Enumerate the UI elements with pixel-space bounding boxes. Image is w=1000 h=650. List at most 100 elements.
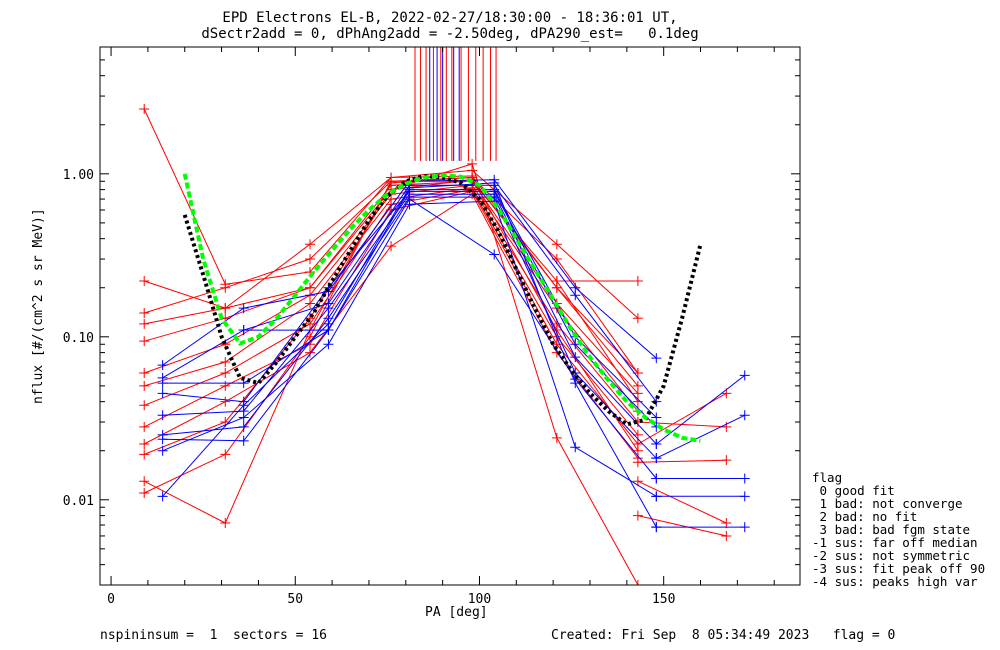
data-point: [238, 325, 249, 336]
legend-item: 1 bad: not converge: [812, 496, 963, 511]
data-point: [139, 103, 150, 114]
data-point: [651, 491, 662, 502]
data-point: [157, 434, 168, 445]
fit-curve-black: [182, 173, 703, 427]
data-point: [739, 410, 750, 421]
legend-item: -3 sus: fit peak off 90: [812, 561, 986, 576]
series-line-blue: [162, 196, 657, 459]
data-point: [157, 491, 168, 502]
data-point: [139, 367, 150, 378]
series-line-blue: [162, 190, 657, 428]
data-point: [632, 275, 643, 286]
data-point: [305, 239, 315, 250]
series-line-red: [637, 459, 727, 463]
vertical-marker-lines: [414, 47, 497, 161]
chart-title-line2: dSectr2add = 0, dPhAng2add = -2.50deg, d…: [201, 26, 699, 42]
data-point: [651, 353, 662, 364]
data-point: [139, 438, 150, 449]
data-point: [632, 580, 643, 585]
data-point: [238, 435, 249, 446]
data-point: [570, 378, 581, 389]
series-line-red: [144, 163, 639, 585]
data-point: [651, 522, 662, 533]
data-point: [220, 380, 231, 391]
data-point: [220, 449, 231, 460]
series-line-red: [637, 392, 727, 445]
data-point: [238, 412, 249, 423]
data-point: [721, 421, 732, 432]
x-tick-label: 50: [287, 592, 303, 607]
data-point: [739, 370, 750, 381]
data-point: [139, 275, 150, 286]
series-line-blue: [656, 414, 745, 459]
data-point: [139, 307, 150, 318]
data-point: [632, 476, 643, 487]
legend-title: flag: [812, 470, 843, 485]
data-point: [220, 279, 231, 290]
data-point: [220, 367, 231, 378]
data-point: [220, 396, 231, 407]
data-point: [238, 303, 249, 314]
data-point: [139, 380, 150, 391]
data-point: [139, 421, 150, 432]
data-point: [157, 445, 168, 456]
data-point: [139, 336, 150, 347]
data-point: [139, 488, 150, 499]
data-point: [721, 530, 732, 541]
data-point: [305, 298, 315, 309]
data-point: [157, 360, 168, 371]
legend-item: 3 bad: bad fgm state: [812, 522, 971, 537]
series-line-blue: [162, 200, 657, 497]
data-point: [739, 491, 750, 502]
data-point: [651, 453, 662, 464]
data-point: [551, 432, 562, 443]
data-point: [632, 313, 643, 324]
data-point: [551, 239, 562, 250]
series-line-red: [637, 480, 727, 524]
data-point: [570, 339, 581, 350]
data-point: [220, 357, 231, 368]
chart-title-line1: EPD Electrons EL-B, 2022-02-27/18:30:00 …: [222, 10, 678, 26]
x-tick-label: 0: [107, 592, 115, 607]
data-point: [220, 518, 231, 529]
fit-curves: [182, 173, 703, 443]
data-point: [632, 510, 643, 521]
footer-right: Created: Fri Sep 8 05:34:49 2023 flag = …: [551, 628, 896, 643]
data-point: [305, 347, 315, 358]
series-line-blue: [655, 375, 746, 445]
legend-item: -4 sus: peaks high var: [812, 574, 978, 589]
y-tick-label: 1.00: [63, 168, 94, 183]
data-point: [238, 421, 249, 432]
y-axis-label: nflux [#/(cm^2 s sr MeV)]: [31, 208, 46, 404]
legend-item: 0 good fit: [812, 483, 895, 498]
y-tick-label: 0.01: [63, 494, 94, 509]
data-point: [139, 449, 150, 460]
data-point: [220, 303, 231, 314]
data-point: [305, 254, 315, 265]
data-point: [739, 473, 750, 484]
data-point: [651, 438, 662, 449]
legend-item: -1 sus: far off median: [812, 535, 978, 550]
x-axis-label: PA [deg]: [425, 605, 488, 620]
data-point: [467, 158, 478, 169]
data-point: [489, 177, 500, 188]
footer-left: nspininsum = 1 sectors = 16: [100, 628, 327, 643]
data-point: [721, 455, 732, 466]
data-point: [570, 352, 581, 363]
series-line-red: [144, 189, 639, 436]
data-point: [632, 388, 643, 399]
data-point: [386, 241, 397, 252]
data-point: [632, 438, 643, 449]
data-point: [386, 172, 397, 183]
data-point: [632, 457, 643, 468]
legend-item: 2 bad: no fit: [812, 509, 918, 524]
data-point: [404, 199, 415, 210]
data-point: [323, 303, 334, 314]
x-tick-label: 150: [652, 592, 675, 607]
series-line-red: [637, 515, 727, 537]
data-point: [570, 290, 581, 301]
data-point: [651, 473, 662, 484]
data-point: [139, 476, 150, 487]
fit-curve-green: [182, 173, 701, 443]
